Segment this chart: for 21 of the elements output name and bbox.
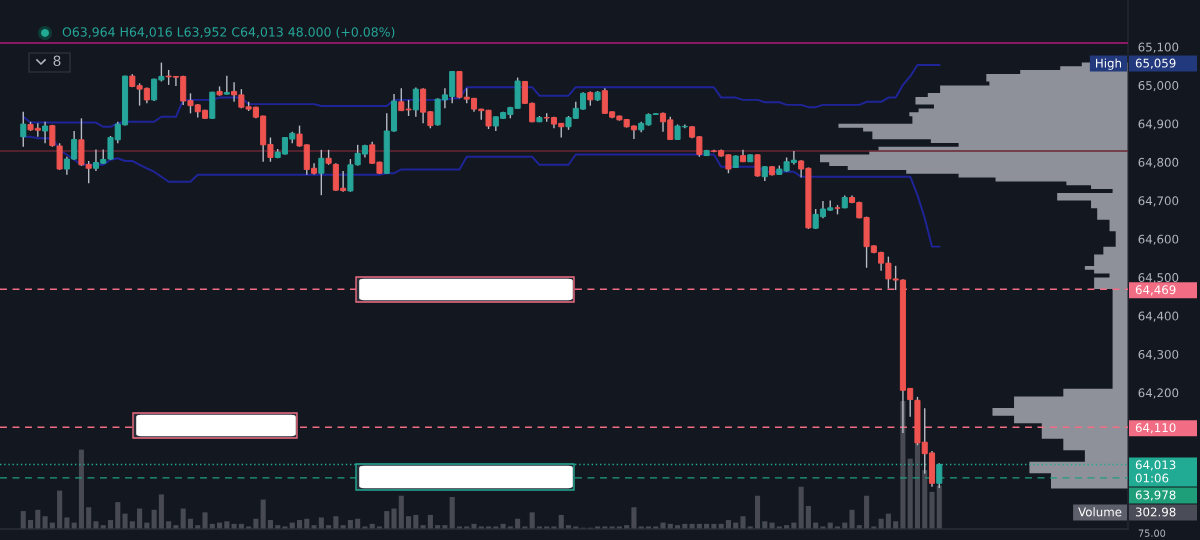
annotation: 8 — [53, 55, 61, 67]
y-tick-label: 64,700 — [1138, 196, 1179, 207]
y-tick-label: 64,300 — [1138, 349, 1179, 361]
y-tick-label: 64,600 — [1138, 234, 1179, 245]
y-tick-label: 65,000 — [1138, 81, 1179, 92]
text: High — [1096, 58, 1121, 70]
text: 75.00 — [1138, 529, 1166, 537]
y-tick-label: 64,400 — [1138, 311, 1179, 322]
y-tick-label: 64,800 — [1138, 157, 1179, 168]
text: Volume — [1078, 507, 1122, 517]
y-tick-label: 64,200 — [1138, 388, 1179, 399]
ref-line-label: 63,978 — [1135, 490, 1176, 501]
y-tick-label: 65,100 — [1138, 42, 1179, 53]
y-tick-label: 64,900 — [1138, 119, 1179, 130]
ref-line-label: 64,110 — [1135, 423, 1176, 434]
ref-line-label: 64,469 — [1135, 285, 1176, 296]
text: 65,059 — [1135, 58, 1176, 69]
text: O63,964 H64,016 L63,952 C64,013 48.000 (+0.08%) — [62, 26, 395, 39]
y-tick-label: 64,500 — [1138, 273, 1179, 284]
text: 302.98 — [1135, 507, 1176, 517]
ref-line-label: 64,013 01:06 — [1135, 460, 1176, 483]
